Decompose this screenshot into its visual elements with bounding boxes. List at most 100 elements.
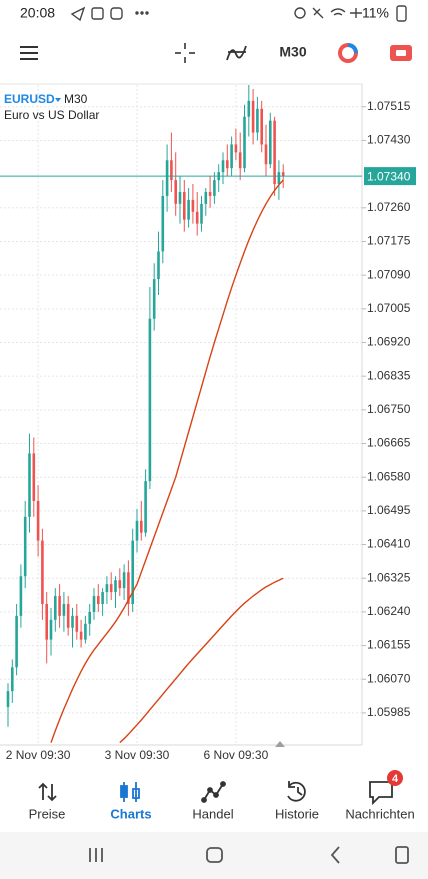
account-button[interactable] [390, 45, 412, 61]
candle-body [152, 279, 156, 319]
y-tick-label: 1.06240 [367, 604, 411, 618]
tab-badge-bg [387, 770, 403, 786]
candle-body [71, 615, 74, 628]
candle-body [213, 180, 216, 196]
y-tick-label: 1.06835 [367, 368, 411, 382]
timeframe-button[interactable]: M30 [279, 44, 306, 60]
crosshair-button[interactable] [175, 43, 195, 63]
indicators-button[interactable] [226, 45, 247, 61]
candle-body [157, 251, 160, 280]
y-tick-label: 1.06410 [367, 537, 411, 551]
candle-body [144, 481, 147, 533]
y-tick-label: 1.07430 [367, 133, 411, 147]
x-tick-label: 6 Nov 09:30 [204, 748, 269, 762]
y-tick-label: 1.06750 [367, 402, 411, 416]
candle-body [174, 180, 177, 204]
candle-body [88, 611, 91, 624]
candle-body [11, 667, 14, 692]
status-icons [70, 5, 407, 22]
candle-body [58, 596, 61, 616]
candle-body [131, 540, 134, 604]
candle-body [243, 116, 246, 169]
candle-body [62, 603, 66, 616]
y-tick-label: 1.05985 [367, 705, 411, 719]
candle-body [148, 318, 152, 482]
y-tick-label: 1.07260 [367, 200, 411, 214]
candle-body [54, 596, 57, 620]
candle-body [277, 172, 281, 185]
tab-label[interactable]: Preise [29, 806, 66, 821]
current-price-box [364, 167, 416, 186]
candle-body [15, 615, 18, 668]
candle-body [114, 580, 117, 593]
y-tick-label: 1.07005 [367, 301, 411, 315]
candle-body [221, 160, 225, 173]
chart-timeframe: M30 [64, 92, 88, 106]
y-tick-label: 1.06070 [367, 671, 411, 685]
x-tick-label: 2 Nov 09:30 [6, 748, 71, 762]
candle-body [273, 120, 276, 185]
grid: 1.07515 1.07430 1.07260 1.07175 1.07090 1.070… [0, 85, 411, 762]
candle-body [264, 144, 268, 165]
candle-body [170, 160, 173, 181]
candle-body [238, 152, 242, 169]
candle-body [187, 199, 190, 220]
y-tick-label: 1.06495 [367, 503, 411, 517]
candle-body [234, 144, 238, 153]
candle-body [6, 691, 10, 707]
candle-body [200, 203, 203, 224]
candle-body [260, 108, 263, 145]
candle-body [183, 191, 186, 220]
current-price-label: 1.07340 [367, 169, 411, 183]
scroll-marker [275, 741, 285, 747]
y-tick-label: 1.06155 [367, 638, 411, 652]
candle-body [122, 572, 126, 589]
y-tick-label: 1.07175 [367, 234, 411, 248]
menu-button[interactable] [20, 46, 38, 60]
candle-body [256, 108, 259, 133]
symbol-dropdown[interactable] [55, 98, 61, 102]
candle-body [281, 172, 285, 177]
candle-body [19, 576, 23, 616]
x-tick-label: 3 Nov 09:30 [105, 748, 170, 762]
tabs: Preise Charts Handel Historie Nachrichten 4 [29, 773, 415, 822]
tab-label[interactable]: Nachrichten [345, 806, 414, 821]
nav-buttons[interactable] [89, 846, 409, 864]
tab-label[interactable]: Charts [110, 806, 151, 821]
candle-body [204, 191, 208, 204]
candle-body [36, 500, 40, 541]
candle-body [208, 191, 212, 196]
y-tick-label: 1.06920 [367, 335, 411, 349]
candle-body [49, 619, 53, 640]
y-tick-label: 1.07090 [367, 267, 411, 281]
symbol: EURUSD [4, 92, 55, 106]
tab-label[interactable]: Historie [275, 806, 319, 821]
candle-body [66, 603, 70, 628]
candle-body [195, 211, 199, 224]
status-time: 20:08 [20, 5, 55, 21]
y-tick-label: 1.06665 [367, 436, 411, 450]
nav-bar [0, 832, 428, 879]
candle-body [135, 520, 139, 541]
candle-body [165, 160, 169, 196]
candle-body [105, 584, 109, 593]
candle-body [161, 195, 165, 252]
candle-body [75, 615, 79, 632]
moving-average-line [119, 577, 284, 744]
tab-label[interactable]: Handel [192, 806, 233, 821]
candle-body [140, 520, 143, 533]
candle-body [92, 596, 96, 612]
candle-body [101, 592, 104, 604]
candle-body [230, 144, 233, 169]
trade-button[interactable] [338, 43, 358, 63]
status-battery: 11% [362, 5, 389, 21]
candle-body [109, 584, 113, 593]
tab-bar [0, 766, 428, 836]
candle-body [45, 603, 48, 640]
candle-body [23, 516, 27, 577]
candle-body [178, 191, 182, 204]
symbol-description: Euro vs US Dollar [4, 108, 99, 122]
candle-body [191, 199, 195, 212]
candle-body [127, 572, 130, 604]
